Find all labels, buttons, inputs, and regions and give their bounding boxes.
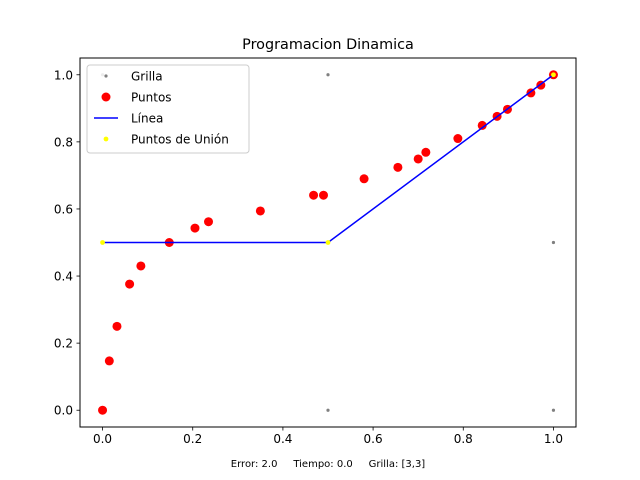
y-tick-label: 0.6 bbox=[54, 202, 73, 216]
grid-point bbox=[326, 408, 330, 412]
legend-point-marker bbox=[101, 92, 111, 102]
join-point bbox=[325, 240, 331, 245]
y-tick-label: 0.8 bbox=[54, 135, 73, 149]
data-point bbox=[204, 217, 214, 227]
data-point bbox=[413, 154, 423, 164]
data-point bbox=[112, 321, 122, 331]
legend-box bbox=[86, 64, 250, 154]
data-point bbox=[359, 174, 369, 184]
y-tick-label: 1.0 bbox=[54, 68, 73, 82]
data-point bbox=[477, 120, 487, 130]
legend-label: Grilla bbox=[131, 70, 163, 84]
chart-title: Programacion Dinamica bbox=[242, 37, 414, 53]
x-tick-label: 0.8 bbox=[454, 432, 473, 446]
y-tick-label: 0.4 bbox=[54, 270, 73, 284]
data-point bbox=[318, 190, 328, 200]
x-axis: 0.0 0.2 0.4 0.6 0.8 1.0 bbox=[93, 427, 563, 446]
join-point bbox=[100, 240, 105, 245]
legend-label: Línea bbox=[131, 112, 163, 126]
x-tick-label: 0.2 bbox=[183, 432, 202, 446]
plot-area bbox=[98, 70, 558, 415]
data-point bbox=[421, 147, 431, 157]
y-axis: 0.0 0.2 0.4 0.6 0.8 1.0 bbox=[54, 68, 80, 418]
data-point bbox=[453, 134, 463, 144]
data-point bbox=[255, 206, 265, 216]
legend-label: Puntos de Unión bbox=[131, 133, 229, 147]
data-point bbox=[190, 223, 200, 233]
x-tick-label: 0.4 bbox=[273, 432, 292, 446]
x-tick-label: 0.0 bbox=[93, 432, 112, 446]
join-point bbox=[551, 72, 556, 78]
legend-label: Puntos bbox=[131, 91, 172, 105]
y-tick-label: 0.2 bbox=[54, 337, 73, 351]
grid-point bbox=[551, 408, 556, 412]
x-tick-label: 0.6 bbox=[364, 432, 383, 446]
data-point bbox=[136, 261, 146, 271]
axes-frame bbox=[79, 57, 577, 428]
legend-point-marker bbox=[103, 136, 109, 142]
legend: Grilla Puntos Línea Puntos de Unión bbox=[86, 64, 250, 154]
footer-text: Error: 2.0 Tiempo: 0.0 Grilla: [3,3] bbox=[231, 459, 426, 470]
data-point bbox=[309, 190, 319, 200]
y-tick-label: 0.0 bbox=[54, 404, 73, 418]
data-point bbox=[104, 356, 114, 366]
x-tick-label: 1.0 bbox=[544, 432, 563, 446]
data-point bbox=[98, 405, 108, 415]
grid-point bbox=[326, 73, 330, 77]
grid-point bbox=[551, 240, 556, 245]
data-point bbox=[393, 162, 403, 172]
legend-point-marker bbox=[104, 74, 108, 78]
data-point bbox=[125, 279, 135, 289]
